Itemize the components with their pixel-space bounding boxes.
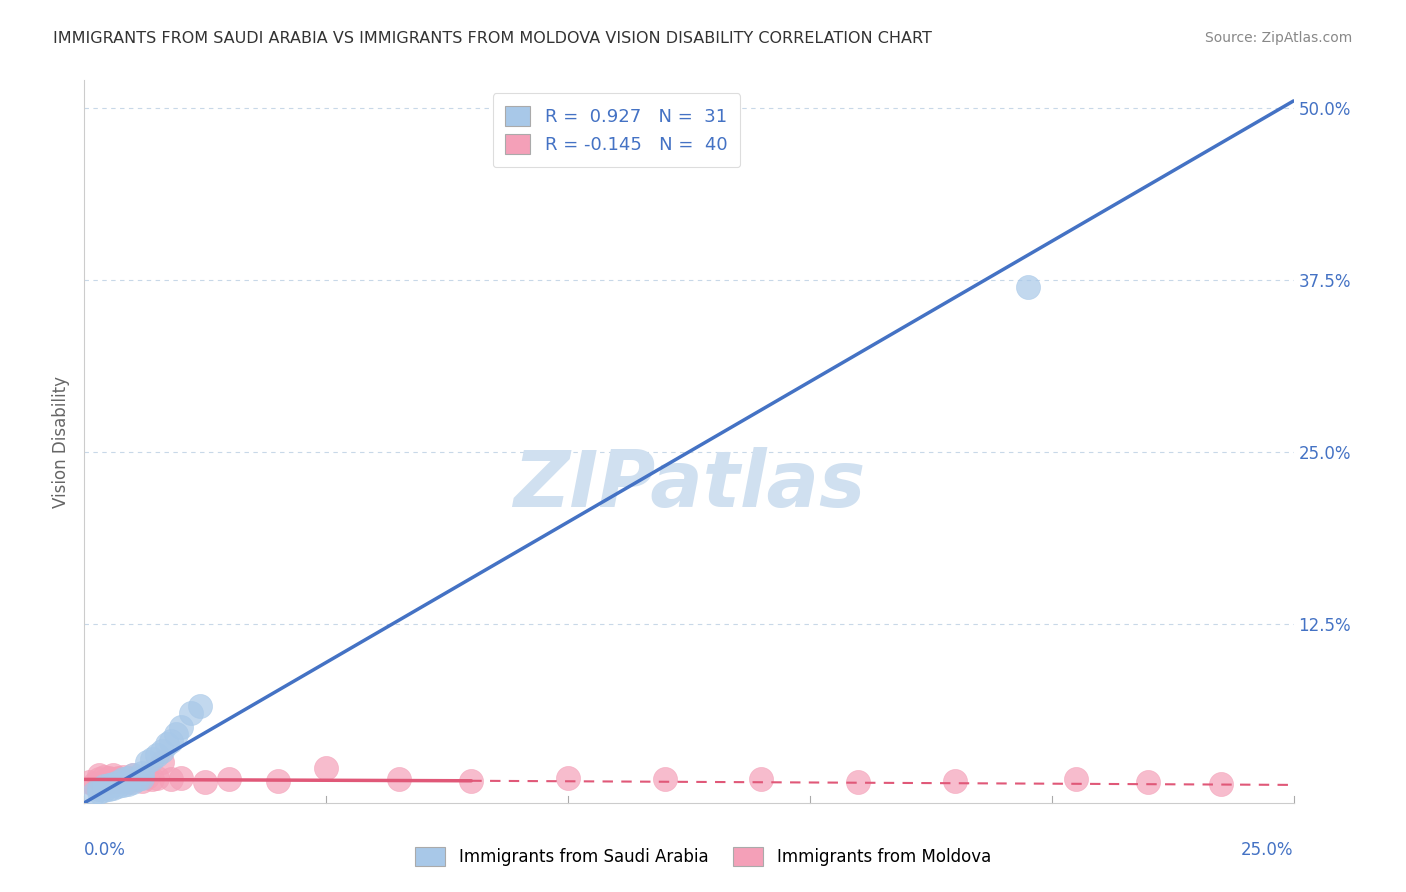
Legend: Immigrants from Saudi Arabia, Immigrants from Moldova: Immigrants from Saudi Arabia, Immigrants… — [409, 840, 997, 873]
Point — [146, 771, 169, 785]
Point — [112, 770, 135, 784]
Point — [127, 771, 149, 785]
Point — [141, 772, 163, 787]
Point — [117, 775, 139, 789]
Point — [654, 772, 676, 787]
Point — [170, 720, 193, 734]
Point — [103, 768, 125, 782]
Point — [112, 772, 135, 787]
Point — [846, 775, 869, 789]
Point — [1064, 772, 1087, 787]
Point — [93, 779, 115, 793]
Point — [160, 734, 183, 748]
Point — [190, 699, 212, 714]
Text: ZIPatlas: ZIPatlas — [513, 447, 865, 523]
Point — [107, 771, 129, 785]
Point — [77, 775, 100, 789]
Point — [121, 768, 143, 782]
Point — [136, 755, 159, 769]
Point — [97, 771, 120, 785]
Point — [107, 775, 129, 789]
Point — [97, 782, 120, 797]
Point — [103, 772, 125, 787]
Text: 25.0%: 25.0% — [1241, 841, 1294, 859]
Point — [112, 778, 135, 792]
Point — [315, 761, 337, 775]
Y-axis label: Vision Disability: Vision Disability — [52, 376, 70, 508]
Point — [1017, 279, 1039, 293]
Point — [93, 770, 115, 784]
Point — [1137, 775, 1160, 789]
Text: Source: ZipAtlas.com: Source: ZipAtlas.com — [1205, 31, 1353, 45]
Point — [107, 779, 129, 793]
Point — [751, 772, 773, 787]
Point — [150, 743, 173, 757]
Point — [121, 768, 143, 782]
Point — [194, 775, 217, 789]
Point — [117, 776, 139, 790]
Point — [107, 773, 129, 788]
Point — [180, 706, 202, 721]
Point — [97, 775, 120, 789]
Point — [131, 771, 153, 785]
Point — [460, 773, 482, 788]
Point — [557, 771, 579, 785]
Point — [93, 773, 115, 788]
Point — [943, 773, 966, 788]
Point — [150, 755, 173, 769]
Point — [93, 783, 115, 797]
Point — [1209, 776, 1232, 790]
Point — [83, 776, 105, 790]
Point — [117, 771, 139, 785]
Point — [112, 772, 135, 787]
Point — [160, 772, 183, 787]
Point — [218, 772, 240, 787]
Point — [127, 772, 149, 787]
Point — [97, 778, 120, 792]
Point — [117, 771, 139, 785]
Point — [165, 727, 187, 741]
Point — [267, 773, 290, 788]
Point — [170, 771, 193, 785]
Point — [103, 776, 125, 790]
Point — [87, 772, 110, 787]
Text: 0.0%: 0.0% — [84, 841, 127, 859]
Point — [388, 772, 411, 787]
Point — [83, 786, 105, 800]
Point — [155, 737, 177, 751]
Point — [131, 773, 153, 788]
Text: IMMIGRANTS FROM SAUDI ARABIA VS IMMIGRANTS FROM MOLDOVA VISION DISABILITY CORREL: IMMIGRANTS FROM SAUDI ARABIA VS IMMIGRAN… — [53, 31, 932, 46]
Point — [136, 770, 159, 784]
Point — [131, 765, 153, 780]
Point — [146, 747, 169, 762]
Point — [87, 785, 110, 799]
Point — [87, 768, 110, 782]
Point — [141, 752, 163, 766]
Point — [121, 775, 143, 789]
Point — [87, 782, 110, 797]
Legend: R =  0.927   N =  31, R = -0.145   N =  40: R = 0.927 N = 31, R = -0.145 N = 40 — [492, 93, 740, 167]
Point — [103, 780, 125, 795]
Point — [121, 772, 143, 787]
